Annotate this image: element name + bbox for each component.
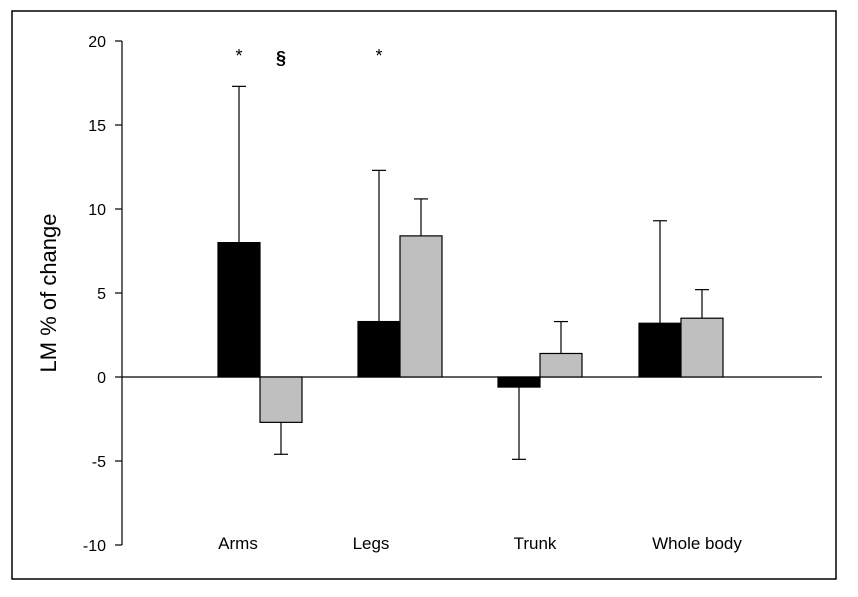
significance-marker: * bbox=[235, 46, 242, 66]
y-tick-label: -5 bbox=[92, 454, 106, 471]
bar-1-arms bbox=[259, 376, 303, 423]
y-tick-label: 5 bbox=[97, 286, 106, 303]
bar-0-legs bbox=[357, 320, 401, 378]
bar-1-legs bbox=[399, 235, 443, 378]
category-label: Trunk bbox=[514, 534, 557, 553]
bar-1-whole-body bbox=[680, 317, 724, 378]
plot-area: -10 -5 0 5 10 15 20 Arms Legs Trunk Whole body * § * bbox=[83, 34, 822, 555]
significance-marker: * bbox=[375, 46, 382, 66]
y-tick-label: 10 bbox=[88, 202, 106, 219]
bar-0-arms bbox=[217, 242, 261, 378]
category-label: Whole body bbox=[652, 534, 742, 553]
significance-marker: § bbox=[276, 48, 286, 68]
y-tick-label: 0 bbox=[97, 370, 106, 387]
y-tick-label: 15 bbox=[88, 118, 106, 135]
category-label: Legs bbox=[353, 534, 390, 553]
bar-1-trunk bbox=[539, 352, 583, 378]
y-axis-title: LM % of change bbox=[36, 214, 61, 373]
bar-0-trunk bbox=[497, 376, 541, 388]
y-tick-label: 20 bbox=[88, 34, 106, 51]
y-tick-label: -10 bbox=[83, 538, 106, 555]
bar-0-whole-body bbox=[638, 322, 682, 378]
category-label: Arms bbox=[218, 534, 258, 553]
